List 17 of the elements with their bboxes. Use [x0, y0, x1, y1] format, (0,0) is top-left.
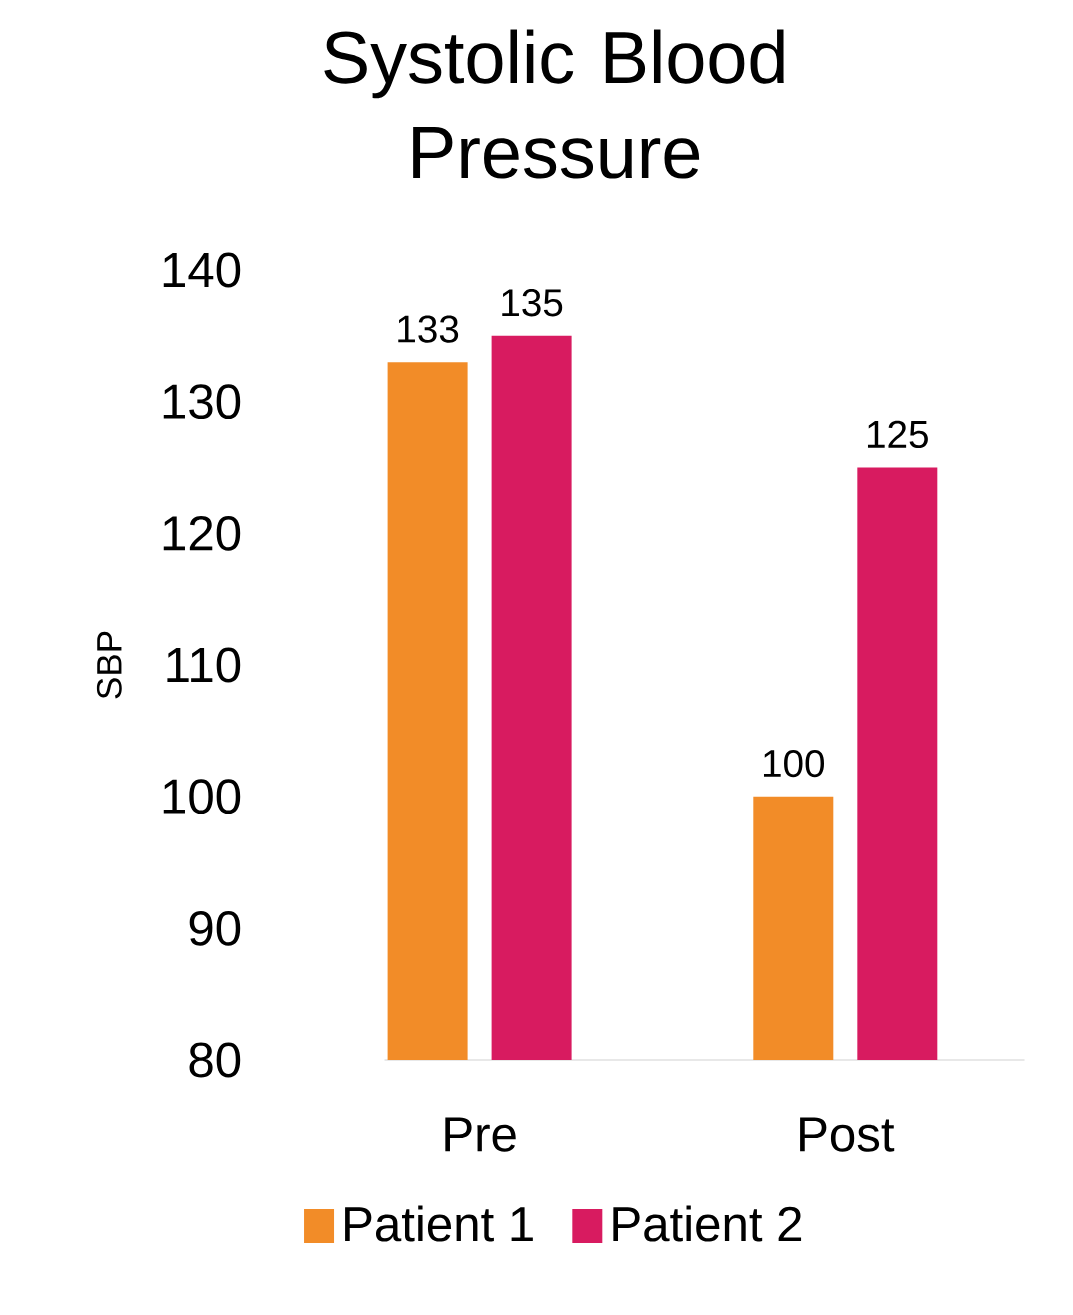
legend-label: Patient 2: [613, 1205, 802, 1242]
y-tick-label: 110: [167, 647, 241, 683]
y-tick-label: 80: [189, 1042, 241, 1078]
data-label: 100: [764, 749, 825, 778]
legend-label: Patient 1: [345, 1205, 534, 1242]
x-tick-label: Pre: [445, 1117, 516, 1152]
y-tick-label: 90: [189, 910, 241, 946]
y-axis-title: SBP: [97, 631, 123, 699]
data-label: 135: [502, 289, 563, 317]
y-tick-label: 120: [164, 515, 241, 551]
x-tick-label: Post: [800, 1117, 895, 1152]
y-tick-label: 140: [164, 252, 241, 288]
data-label: 133: [398, 315, 459, 343]
y-tick-label: 100: [164, 779, 241, 815]
data-label: 125: [868, 420, 929, 449]
chart-title: Systolic Blood Pressure: [324, 29, 784, 179]
y-tick-label: 130: [164, 384, 241, 420]
